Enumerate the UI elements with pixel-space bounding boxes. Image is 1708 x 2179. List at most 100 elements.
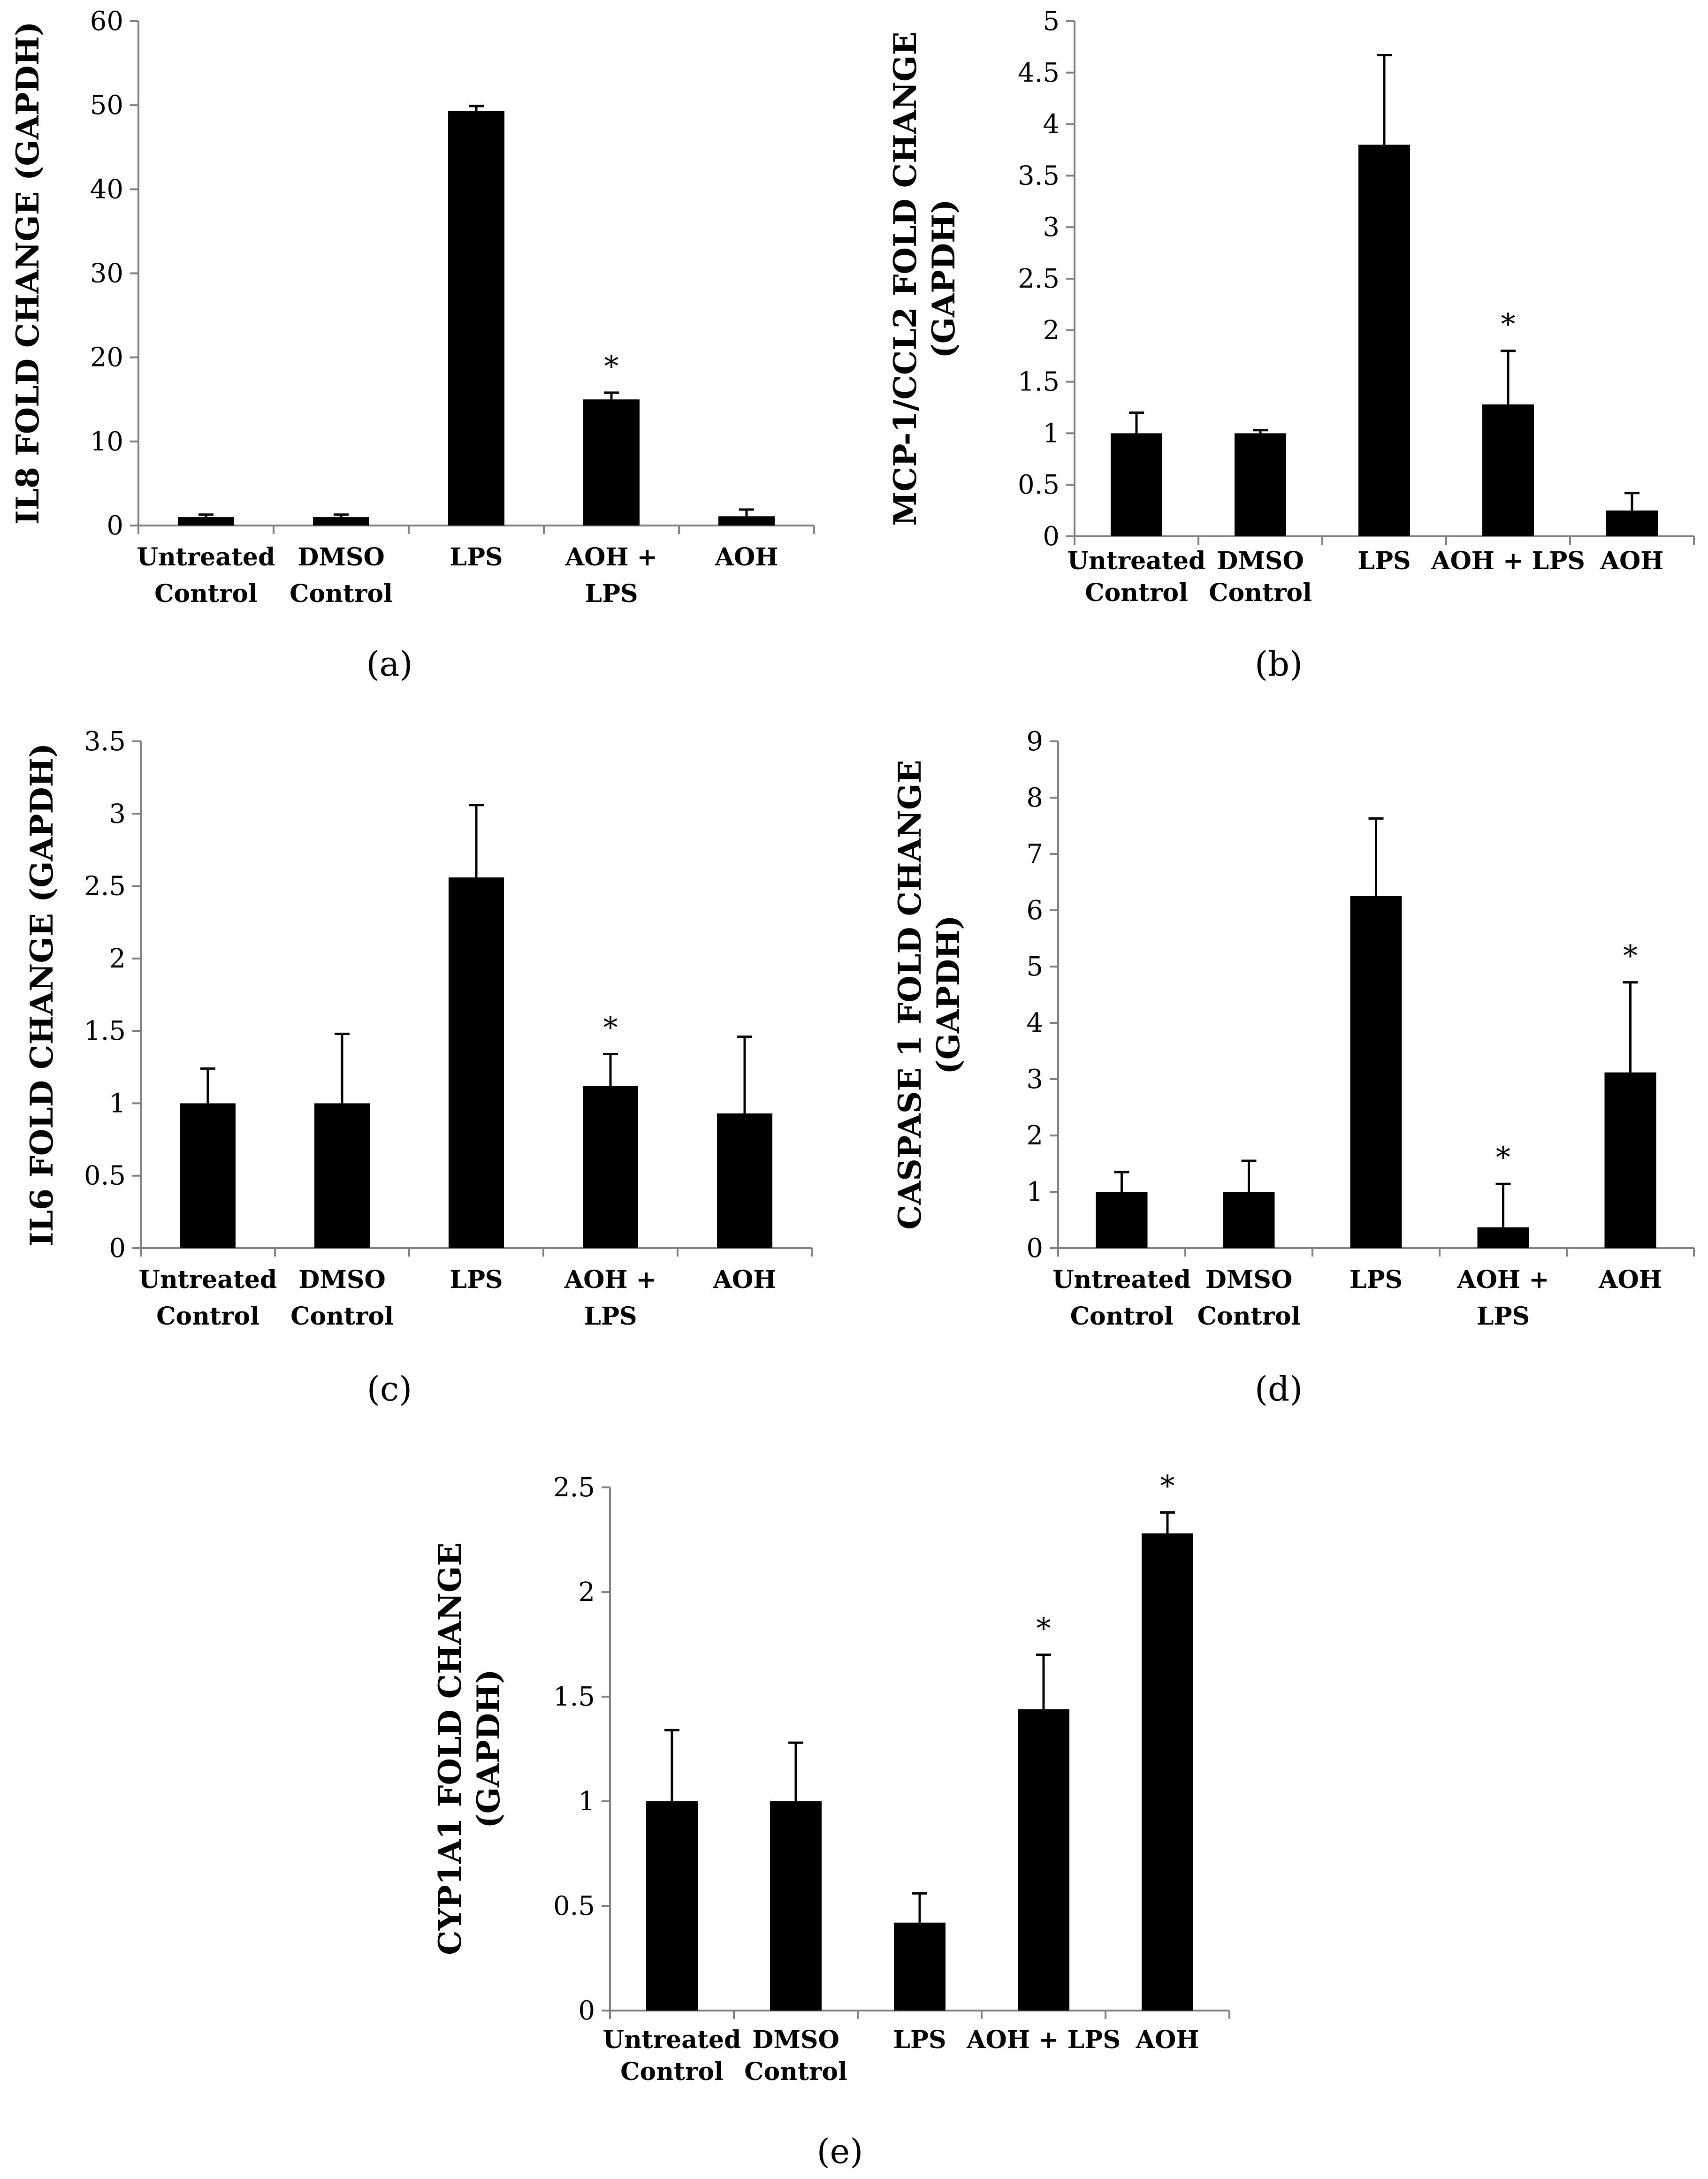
category-label: LPS [450, 1265, 503, 1294]
y-tick-label: 8 [1026, 783, 1043, 813]
category-label-line: Control [1209, 579, 1312, 607]
bar [180, 1103, 236, 1248]
category-label: AOH + LPS [565, 543, 657, 608]
category-label: AOH [1136, 2026, 1199, 2054]
bar [1235, 433, 1286, 536]
y-tick-label: 1.5 [1018, 367, 1060, 397]
category-label-line: AOH [1136, 2026, 1199, 2054]
y-tick-label: 1 [578, 1786, 595, 1817]
y-tick-label: 9 [1026, 726, 1043, 757]
significance-marker: * [603, 1011, 618, 1045]
y-tick-label: 10 [90, 427, 123, 457]
bar [718, 516, 775, 526]
y-axis-label-line: CASPASE 1 FOLD CHANGE [892, 760, 928, 1229]
y-axis-label: IL6 FOLD CHANGE (GAPDH) [23, 743, 60, 1246]
category-label-line: Control [620, 2057, 724, 2086]
bar [583, 399, 640, 526]
category-label: LPS [450, 543, 503, 571]
bar [1350, 896, 1402, 1248]
category-label: DMSO Control [744, 2026, 847, 2086]
category-label-line: Control [154, 579, 258, 608]
category-label-line: AOH + [1456, 1265, 1549, 1294]
y-tick-label: 1 [1043, 418, 1060, 449]
category-label-line: DMSO [298, 1265, 386, 1294]
category-label-line: LPS [450, 1265, 503, 1294]
significance-marker: * [1496, 1140, 1510, 1174]
panel-caption: (b) [1255, 644, 1303, 684]
category-label: DMSO Control [290, 1265, 394, 1331]
category-label: LPS [1350, 1265, 1403, 1294]
category-label: AOH + LPS [1431, 547, 1585, 575]
panel-caption: (e) [817, 2132, 863, 2171]
y-tick-label: 0 [1043, 521, 1060, 552]
y-axis-label-line: IL6 FOLD CHANGE (GAPDH) [23, 743, 60, 1246]
category-label-line: DMSO [1205, 1265, 1293, 1294]
chart-panel-c: 0 0.5 1 1.5 2 2.5 3 3.5 Untreated Control DMSO Cont… [23, 726, 813, 1409]
significance-marker: * [1623, 939, 1638, 973]
significance-marker: * [604, 349, 619, 383]
category-label-line: DMSO [1217, 547, 1304, 575]
bar [1223, 1192, 1275, 1248]
bar [1604, 1072, 1656, 1248]
category-label-line: Untreated [603, 2026, 741, 2054]
y-axis-label-line: MCP-1/CCL2 FOLD CHANGE [887, 31, 923, 526]
category-label: AOH + LPS [1456, 1265, 1549, 1331]
y-tick-label: 0 [109, 1233, 126, 1264]
y-tick-label: 1 [109, 1088, 126, 1119]
y-tick-label: 40 [90, 174, 123, 205]
y-tick-label: 2.5 [1018, 264, 1060, 294]
category-label-line: AOH [713, 1265, 777, 1294]
y-axis-label: CYP1A1 FOLD CHANGE(GAPDH) [432, 1542, 507, 1955]
category-label-line: Control [1070, 1302, 1174, 1331]
category-label-line: AOH + LPS [1431, 547, 1585, 575]
y-tick-label: 0.5 [553, 1891, 595, 1921]
category-label-line: LPS [1357, 547, 1411, 575]
bar [1111, 433, 1162, 536]
y-tick-label: 7 [1026, 839, 1043, 869]
y-tick-label: 30 [90, 259, 123, 289]
y-axis-label-line: (GAPDH) [925, 199, 962, 358]
category-label-line: Untreated [1052, 1265, 1191, 1294]
category-label-line: DMSO [297, 543, 385, 571]
bar [1096, 1192, 1148, 1248]
y-tick-label: 2.5 [553, 1472, 595, 1503]
category-label: Untreated Control [1068, 547, 1206, 607]
y-axis-label: MCP-1/CCL2 FOLD CHANGE(GAPDH) [887, 31, 962, 526]
y-axis-label-line: IL8 FOLD CHANGE (GAPDH) [9, 22, 46, 525]
category-label: LPS [1357, 547, 1411, 575]
panel-caption: (a) [366, 644, 412, 684]
y-tick-label: 3 [1026, 1064, 1043, 1095]
category-label-line: LPS [893, 2026, 946, 2054]
y-tick-label: 4 [1043, 109, 1060, 140]
y-tick-label: 3.5 [1018, 160, 1060, 191]
y-axis-label-line: (GAPDH) [470, 1669, 507, 1828]
category-label-line: LPS [1350, 1265, 1403, 1294]
y-tick-label: 5 [1026, 952, 1043, 982]
y-tick-label: 1.5 [553, 1682, 595, 1712]
category-label-line: DMSO [752, 2026, 839, 2054]
panel-caption: (c) [367, 1369, 412, 1409]
category-label-line: LPS [450, 543, 503, 571]
y-tick-label: 0.5 [1018, 470, 1060, 500]
bar [894, 1922, 946, 2011]
category-label-line: AOH + [564, 1265, 656, 1294]
category-label-line: Control [290, 1302, 394, 1331]
significance-marker: * [1160, 1469, 1175, 1503]
bar [1482, 404, 1534, 536]
significance-marker: * [1037, 1611, 1051, 1646]
category-label: LPS [893, 2026, 946, 2054]
category-label-line: Control [744, 2057, 847, 2086]
panel-caption: (d) [1255, 1369, 1303, 1409]
category-label-line: LPS [1477, 1302, 1530, 1331]
category-label-line: AOH + LPS [966, 2026, 1121, 2054]
category-label-line: Control [156, 1302, 259, 1331]
bar [770, 1801, 822, 2011]
y-tick-label: 0 [1026, 1233, 1043, 1264]
category-label: Untreated Control [139, 1265, 277, 1331]
y-tick-label: 0 [107, 510, 123, 541]
category-label: AOH [1598, 1265, 1662, 1294]
category-label-line: LPS [584, 1302, 637, 1331]
